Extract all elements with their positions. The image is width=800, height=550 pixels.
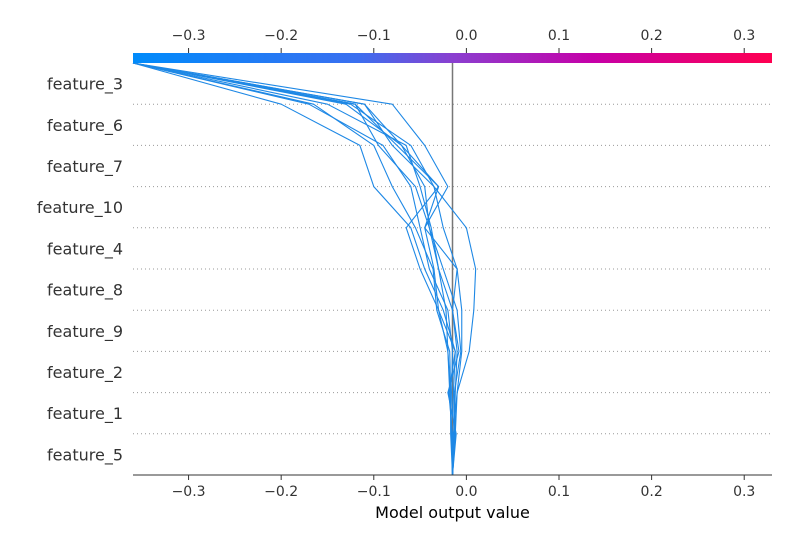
feature-label: feature_8 bbox=[47, 281, 123, 301]
feature-label: feature_3 bbox=[47, 75, 123, 95]
colorbar-tick-label: 0.0 bbox=[455, 28, 477, 44]
colorbar-tick-label: −0.1 bbox=[357, 28, 391, 44]
decision-line bbox=[132, 62, 456, 475]
decision-line bbox=[132, 62, 462, 476]
colorbar-tick-label: 0.1 bbox=[548, 28, 570, 44]
decision-line bbox=[132, 62, 477, 476]
x-tick-label: 0.2 bbox=[640, 484, 662, 500]
x-axis-title: Model output value bbox=[375, 503, 530, 522]
x-tick-label: −0.2 bbox=[264, 484, 298, 500]
x-tick-label: 0.3 bbox=[733, 484, 755, 500]
feature-label: feature_6 bbox=[47, 116, 123, 136]
decision-line bbox=[132, 62, 463, 476]
feature-label: feature_4 bbox=[47, 239, 123, 259]
colorbar-tick-label: −0.3 bbox=[172, 28, 206, 44]
feature-labels-layer: feature_3 feature_6 feature_7 feature_10fea… bbox=[37, 75, 123, 466]
decision-line bbox=[132, 62, 454, 476]
grid-layer bbox=[133, 103, 772, 435]
feature-label: feature_9 bbox=[47, 322, 123, 342]
feature-label: feature_7 bbox=[47, 157, 123, 177]
feature-label: feature_10 bbox=[37, 198, 123, 218]
x-tick-label: −0.3 bbox=[172, 484, 206, 500]
feature-label: feature_2 bbox=[47, 363, 123, 383]
x-tick-label: 0.0 bbox=[455, 484, 477, 500]
x-tick-label: 0.1 bbox=[548, 484, 570, 500]
axes-layer: −0.3 −0.3 −0.2 −0.2 −0.1 −0.1 0.0 0.0 0.1 0.1 0.2 0… bbox=[133, 28, 772, 500]
series-lines-layer bbox=[132, 62, 477, 476]
feature-label: feature_5 bbox=[47, 445, 123, 465]
decision-line bbox=[132, 62, 454, 476]
colorbar-tick-label: 0.3 bbox=[733, 28, 755, 44]
feature-label: feature_1 bbox=[47, 404, 123, 424]
x-tick-label: −0.1 bbox=[357, 484, 391, 500]
colorbar-tick-label: 0.2 bbox=[640, 28, 662, 44]
decision-line bbox=[132, 62, 458, 476]
decision-line bbox=[132, 62, 455, 476]
colorbar-tick-label: −0.2 bbox=[264, 28, 298, 44]
colorbar bbox=[133, 53, 772, 63]
decision-line bbox=[132, 62, 454, 476]
